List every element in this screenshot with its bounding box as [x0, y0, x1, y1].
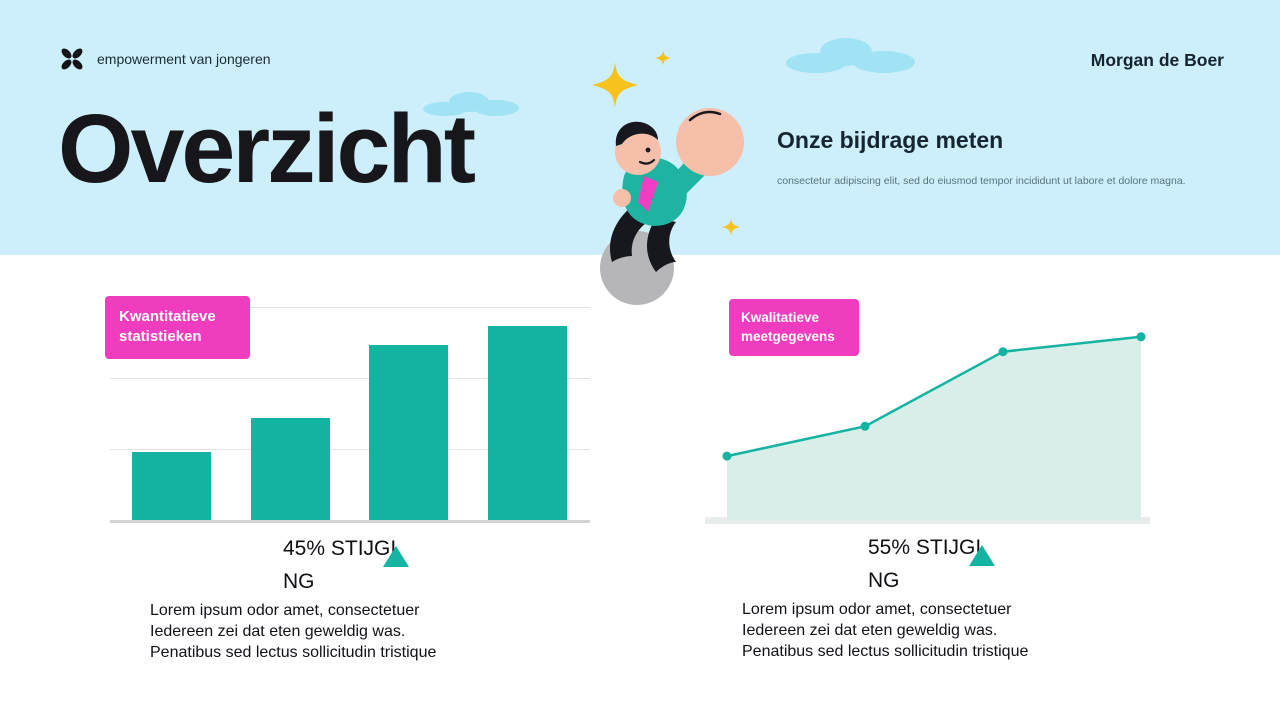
badge-text: Kwantitatieve: [119, 308, 216, 325]
description-line: Penatibus sed lectus sollicitudin tristi…: [742, 643, 1029, 660]
bar: [251, 418, 330, 520]
chart-baseline: [705, 517, 1150, 524]
bar: [132, 452, 211, 520]
up-triangle-icon: [969, 545, 995, 566]
section-heading: Onze bijdrage meten: [777, 127, 1004, 153]
cloud-icon: [423, 90, 519, 116]
stat-line: NG: [283, 570, 315, 593]
description-line: Iedereen zei dat eten geweldig was.: [742, 622, 998, 639]
description-left: Lorem ipsum odor amet, consectetuer Iede…: [150, 600, 436, 663]
sparkle-icon: [655, 50, 671, 66]
cloud-icon: [786, 36, 916, 74]
brand-text: empowerment van jongeren: [97, 51, 271, 67]
stat-line: 45% STIJGI: [283, 537, 397, 560]
bar: [488, 326, 567, 520]
description-line: Penatibus sed lectus sollicitudin tristi…: [150, 644, 437, 661]
sparkle-icon: [592, 62, 638, 108]
data-point: [998, 347, 1008, 357]
section-subtext: consectetur adipiscing elit, sed do eius…: [777, 175, 1186, 187]
clover-logo-icon: [57, 44, 87, 74]
description-line: Lorem ipsum odor amet, consectetuer: [742, 601, 1012, 618]
description-line: Iedereen zei dat eten geweldig was.: [150, 623, 406, 640]
badge-text: Kwalitatieve: [741, 310, 820, 325]
badge-text: meetgegevens: [741, 329, 835, 344]
bar-chart: [110, 307, 590, 523]
description-line: Lorem ipsum odor amet, consectetuer: [150, 602, 420, 619]
description-right: Lorem ipsum odor amet, consectetuer Iede…: [742, 599, 1028, 662]
data-point: [1136, 332, 1146, 342]
slide-title: Overzicht: [58, 94, 476, 203]
up-triangle-icon: [383, 546, 409, 567]
stat-increase-left: 45% STIJGI NG: [283, 532, 396, 598]
badge-kwalitatieve: Kwalitatieve meetgegevens: [729, 299, 859, 356]
section-intro: Onze bijdrage meten consectetur adipisci…: [777, 127, 1247, 187]
stat-line: 55% STIJGI: [868, 536, 982, 559]
badge-text: statistieken: [119, 328, 202, 345]
author-name: Morgan de Boer: [1090, 50, 1224, 70]
area-fill: [727, 336, 1141, 520]
data-point: [722, 451, 732, 461]
gridline: [110, 378, 590, 379]
gridline: [110, 449, 590, 450]
stat-increase-right: 55% STIJGI NG: [868, 531, 981, 597]
badge-kwantitatieve: Kwantitatieve statistieken: [105, 296, 250, 359]
sparkle-icon: [722, 218, 740, 236]
brand: empowerment van jongeren: [57, 44, 271, 74]
area-chart: [722, 332, 1146, 520]
stat-line: NG: [868, 569, 900, 592]
area-line: [726, 335, 1142, 458]
flying-person-illustration: [578, 90, 758, 305]
gridline: [110, 307, 590, 308]
bar: [369, 345, 448, 520]
data-point: [860, 421, 870, 431]
